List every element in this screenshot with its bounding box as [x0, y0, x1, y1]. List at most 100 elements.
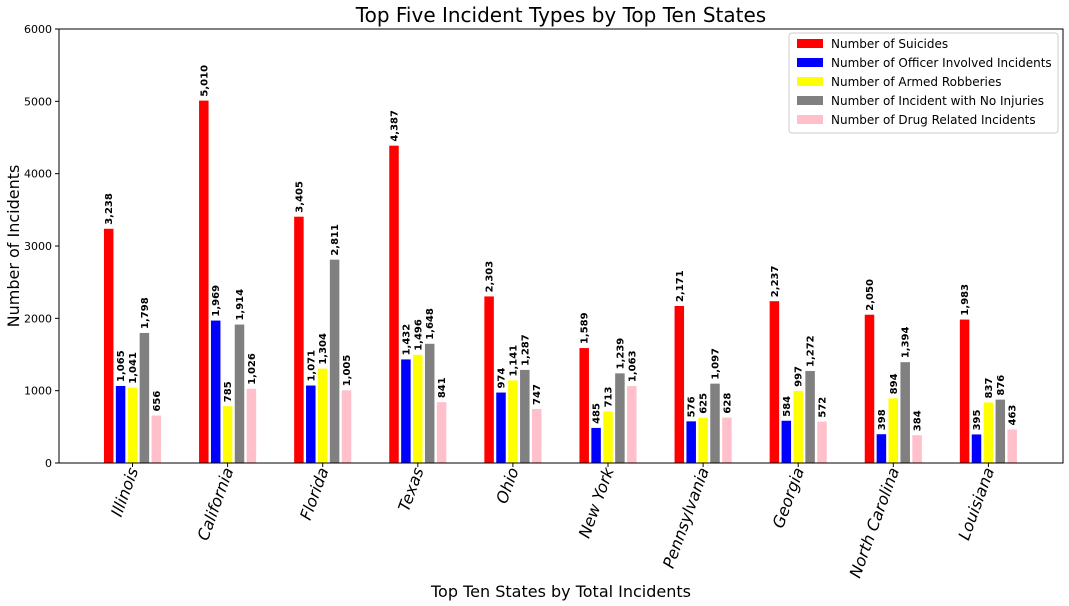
legend-entry-label: Number of Drug Related Incidents — [831, 113, 1036, 127]
y-tick-label: 3000 — [24, 240, 52, 253]
bar — [496, 392, 506, 463]
bar — [436, 402, 447, 463]
bar-data-label: 1,287 — [520, 334, 531, 366]
legend-swatch — [797, 39, 823, 48]
bar — [115, 385, 126, 463]
bar-data-label: 713 — [604, 387, 615, 408]
bar-data-label: 395 — [972, 410, 983, 431]
bar — [864, 314, 875, 463]
bar-data-label: 841 — [437, 377, 448, 398]
bar-data-label: 5,010 — [199, 65, 210, 97]
y-tick-label: 2000 — [24, 312, 52, 325]
bar — [424, 343, 435, 463]
y-axis-ticks: 0 1000 2000 3000 4000 5000 6000 — [24, 23, 59, 470]
y-tick-label: 5000 — [24, 95, 52, 108]
bar — [888, 398, 899, 463]
bar — [139, 332, 150, 463]
legend-swatch — [797, 115, 823, 124]
bar — [306, 385, 316, 463]
bar-data-label: 656 — [152, 391, 163, 412]
bar-data-label: 974 — [497, 368, 508, 389]
bar — [674, 305, 685, 463]
legend-entry-label: Number of Suicides — [831, 37, 948, 51]
bar — [817, 421, 827, 463]
bar-data-label: 1,983 — [960, 284, 971, 316]
legend-swatch — [797, 77, 823, 86]
x-tick-label: North Carolina — [846, 465, 904, 581]
legend-entry-label: Number of Armed Robberies — [831, 75, 1002, 89]
plot-frame — [58, 28, 1064, 464]
bar — [484, 296, 494, 463]
bar-data-label: 837 — [984, 378, 995, 399]
legend-swatch — [797, 96, 823, 105]
bar — [103, 228, 114, 463]
bar-data-label: 1,141 — [508, 345, 519, 377]
bar — [603, 411, 613, 463]
bar-data-label: 1,589 — [580, 312, 591, 344]
bar — [698, 417, 708, 463]
bar-data-label: 1,097 — [711, 348, 722, 380]
bar-data-label: 2,050 — [865, 279, 876, 311]
bar — [401, 359, 411, 463]
bar — [615, 373, 625, 463]
bar-data-label: 1,648 — [425, 308, 436, 340]
bar-data-label: 625 — [699, 393, 710, 414]
bar — [199, 100, 209, 464]
legend-entry-label: Number of Incident with No Injuries — [831, 94, 1044, 108]
x-tick-label: Ohio — [492, 465, 523, 506]
bar — [508, 380, 518, 463]
x-tick-label: Florida — [296, 465, 332, 523]
bar-data-label: 463 — [1008, 405, 1019, 426]
bar — [781, 420, 792, 463]
bar-data-label: 1,432 — [401, 324, 412, 356]
bar-data-label: 384 — [913, 410, 924, 431]
bar-data-label: 997 — [794, 366, 805, 387]
bar-data-label: 1,969 — [211, 285, 222, 317]
y-tick-label: 0 — [45, 457, 52, 470]
bar-data-label: 894 — [889, 373, 900, 394]
bar — [413, 354, 423, 463]
bar — [329, 259, 340, 463]
bar-data-label: 1,071 — [306, 350, 317, 382]
legend-swatch — [797, 58, 823, 67]
bar — [805, 370, 815, 463]
legend-box — [788, 32, 1059, 134]
bar-data-label: 2,237 — [770, 266, 781, 298]
bar-data-label: 1,394 — [901, 326, 912, 358]
bar — [531, 408, 542, 463]
bar — [246, 388, 257, 463]
bar — [210, 320, 221, 463]
bar — [686, 421, 696, 463]
bar — [995, 399, 1006, 463]
bar-data-label: 2,303 — [485, 261, 496, 293]
y-tick-label: 1000 — [24, 385, 52, 398]
x-axis-ticks: Illinois California Florida Texas Ohio New Yo… — [107, 463, 998, 580]
bar-data-label: 398 — [877, 409, 888, 430]
bar — [876, 434, 887, 463]
y-axis-title: Number of Incidents — [4, 165, 23, 328]
x-axis-title: Top Ten States by Total Incidents — [430, 582, 691, 601]
x-tick-label: Pennsylvania — [659, 465, 713, 571]
bar — [710, 383, 720, 463]
legend-entry-label: Number of Officer Involved Incidents — [831, 56, 1052, 70]
x-tick-label: Georgia — [769, 465, 808, 531]
data-labels: 3,238 1,065 1,041 1,798 656 5,010 1,969 785 1,91… — [104, 65, 1019, 431]
bar — [317, 368, 328, 463]
bar-data-label: 785 — [223, 381, 234, 402]
bar — [389, 145, 399, 464]
bar-data-label: 1,063 — [627, 350, 638, 382]
bar — [127, 387, 138, 463]
bar — [722, 417, 732, 463]
bar — [591, 427, 601, 463]
bar-data-label: 4,387 — [390, 110, 401, 142]
bar-data-label: 1,026 — [247, 353, 258, 385]
legend: Number of Suicides Number of Officer Invo… — [788, 32, 1059, 134]
x-tick-label: New York — [575, 464, 618, 540]
bar-data-label: 1,272 — [806, 335, 817, 367]
bar — [900, 362, 910, 463]
bar-data-label: 584 — [782, 396, 793, 417]
bar-data-label: 1,065 — [116, 350, 127, 382]
bar-data-label: 1,914 — [235, 289, 246, 321]
bar — [1007, 429, 1017, 463]
